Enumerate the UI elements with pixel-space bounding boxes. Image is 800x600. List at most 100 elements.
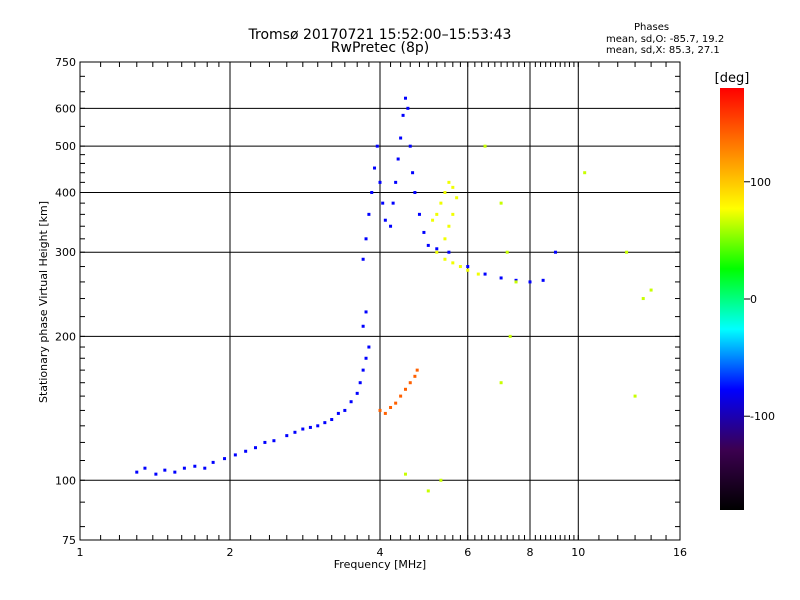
data-point xyxy=(389,405,393,409)
data-point xyxy=(439,478,443,482)
data-point xyxy=(364,237,368,241)
x-tick-label: 4 xyxy=(377,546,384,559)
data-point xyxy=(625,250,629,254)
data-point xyxy=(223,457,227,461)
data-point xyxy=(455,196,459,200)
data-point xyxy=(417,212,421,216)
phase-stats-x: mean, sd,X: 85.3, 27.1 xyxy=(606,45,720,56)
data-point xyxy=(370,190,374,194)
data-point xyxy=(399,136,403,140)
data-point xyxy=(391,201,395,205)
x-tick-label: 2 xyxy=(227,546,234,559)
data-point xyxy=(447,180,451,184)
data-point xyxy=(435,250,439,254)
data-point xyxy=(649,288,653,292)
data-point xyxy=(378,180,382,184)
data-point xyxy=(447,224,451,228)
data-point xyxy=(381,201,385,205)
data-point xyxy=(253,446,257,450)
data-point xyxy=(499,381,503,385)
data-point xyxy=(641,297,645,301)
data-point xyxy=(401,113,405,117)
data-point xyxy=(408,381,412,385)
data-point xyxy=(505,250,509,254)
grid-lines xyxy=(80,62,680,540)
data-point xyxy=(375,144,379,148)
y-tick-label: 600 xyxy=(55,102,76,115)
data-point xyxy=(499,201,503,205)
data-point xyxy=(203,466,207,470)
data-points xyxy=(135,96,653,493)
data-point xyxy=(426,489,430,493)
data-point xyxy=(361,324,365,328)
data-point xyxy=(435,247,439,251)
data-point xyxy=(447,250,451,254)
data-point xyxy=(394,180,398,184)
data-point xyxy=(499,276,503,280)
data-point xyxy=(358,381,362,385)
data-point xyxy=(272,439,276,443)
data-point xyxy=(399,394,403,398)
data-point xyxy=(396,157,400,161)
data-point xyxy=(193,464,197,468)
phase-stats-heading: Phases xyxy=(634,22,670,33)
data-point xyxy=(426,243,430,247)
x-axis-label: Frequency [MHz] xyxy=(334,558,426,571)
colorbar-tick-label: -100 xyxy=(750,410,775,423)
x-tick-label: 10 xyxy=(571,546,585,559)
axis-tick-labels: 1 2 4 6 8 10 16 75 100 200 300 400 500 600 750 xyxy=(55,56,687,559)
data-point xyxy=(406,106,410,110)
data-point xyxy=(451,185,455,189)
data-point xyxy=(411,171,415,175)
colorbar-ticks: 100 0 -100 xyxy=(744,176,775,423)
y-tick-label: 750 xyxy=(55,56,76,69)
data-point xyxy=(355,391,359,395)
x-tick-label: 8 xyxy=(527,546,534,559)
data-point xyxy=(451,261,455,265)
data-point xyxy=(483,272,487,276)
data-point xyxy=(514,278,518,282)
colorbar-tick-label: 100 xyxy=(750,176,771,189)
data-point xyxy=(373,166,377,170)
data-point xyxy=(361,368,365,372)
y-axis-label: Stationary phase Virtual Height [km] xyxy=(37,201,50,403)
data-point xyxy=(285,434,289,438)
colorbar xyxy=(720,88,744,510)
data-point xyxy=(154,472,158,476)
data-point xyxy=(349,400,353,404)
data-point xyxy=(163,468,167,472)
data-point xyxy=(541,278,545,282)
data-point xyxy=(316,424,320,428)
data-point xyxy=(415,368,419,372)
data-point xyxy=(293,430,297,434)
data-point xyxy=(443,257,447,261)
x-tick-label: 6 xyxy=(464,546,471,559)
data-point xyxy=(378,408,382,412)
data-point xyxy=(173,470,177,474)
data-point xyxy=(323,421,327,425)
data-point xyxy=(483,144,487,148)
data-point xyxy=(336,411,340,415)
y-tick-label: 300 xyxy=(55,246,76,259)
data-point xyxy=(514,280,518,284)
axis-ticks xyxy=(80,62,680,540)
data-point xyxy=(182,466,186,470)
data-point xyxy=(451,212,455,216)
data-point xyxy=(263,440,267,444)
data-point xyxy=(476,272,480,276)
data-point xyxy=(553,250,557,254)
data-point xyxy=(466,268,470,272)
y-tick-label: 200 xyxy=(55,330,76,343)
data-point xyxy=(403,472,407,476)
data-point xyxy=(408,144,412,148)
data-point xyxy=(413,374,417,378)
colorbar-label: [deg] xyxy=(715,71,750,86)
data-point xyxy=(443,237,447,241)
colorbar-tick-label: 0 xyxy=(750,293,757,306)
y-tick-label: 75 xyxy=(62,534,76,547)
data-point xyxy=(443,190,447,194)
data-point xyxy=(422,230,426,234)
data-point xyxy=(367,345,371,349)
data-point xyxy=(383,411,387,415)
